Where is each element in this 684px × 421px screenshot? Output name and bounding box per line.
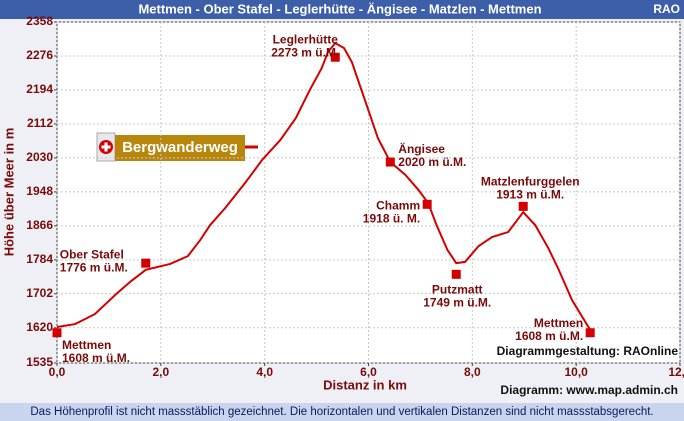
y-axis-label: Höhe über Meer in m: [1, 128, 16, 257]
x-tick-label: 6,0: [360, 365, 377, 379]
y-tick-label: 1948: [26, 184, 53, 198]
waypoint-label: 1608 m ü.M.: [515, 329, 583, 343]
y-tick-label: 2030: [26, 150, 53, 164]
waypoint-label: 1913 m ü.M.: [496, 188, 564, 202]
credit: Diagramm: www.map.admin.ch: [500, 383, 678, 397]
x-tick-label: 4,0: [256, 365, 273, 379]
waypoint-name: Leglerhütte: [273, 32, 339, 46]
waypoint-marker: [385, 157, 395, 167]
waypoint-name: Matzlenfurggelen: [481, 175, 580, 189]
waypoint-marker: [330, 52, 340, 62]
x-tick-label: 2,0: [152, 365, 169, 379]
chart-title: Mettmen - Ober Stafel - Leglerhütte - Än…: [138, 1, 541, 16]
y-tick-label: 2194: [26, 82, 53, 96]
logo: RAO: [653, 2, 680, 16]
waypoint-name: Mettmen: [534, 316, 583, 330]
sign-text: Bergwanderweg: [122, 139, 238, 156]
footer-note: Das Höhenprofil ist nicht massstäblich g…: [30, 406, 653, 418]
x-axis-label: Distanz in km: [323, 377, 407, 392]
y-tick-label: 2276: [26, 48, 53, 62]
waypoint-marker: [585, 328, 595, 338]
sign-board: [115, 135, 245, 161]
waypoint-name: Ober Stafel: [60, 247, 124, 261]
profile-line: [56, 41, 592, 331]
sign: Bergwanderweg: [96, 132, 258, 162]
waypoint-name: Ängisee: [398, 141, 445, 156]
waypoint-marker: [52, 328, 62, 338]
waypoint-marker: [518, 201, 528, 211]
y-tick-label: 2358: [26, 14, 53, 28]
y-tick-label: 1702: [26, 286, 53, 300]
waypoint-label: 2020 m ü.M.: [398, 155, 466, 169]
credit: Diagrammgestaltung: RAOnline: [497, 344, 679, 358]
waypoint-name: Putzmatt: [432, 283, 483, 297]
waypoint-label: 1608 m ü.M.: [62, 351, 130, 365]
x-tick-label: 0,0: [49, 365, 66, 379]
title-bar: [0, 0, 684, 19]
waypoint-label: 1776 m ü.M.: [60, 260, 128, 274]
x-tick-label: 8,0: [464, 365, 481, 379]
waypoint-marker: [451, 269, 461, 279]
waypoint-marker: [422, 199, 432, 209]
footer-bar: [0, 403, 684, 421]
y-tick-label: 1620: [26, 320, 53, 334]
cross: [101, 145, 111, 149]
waypoint-name: Chamm: [376, 198, 420, 212]
waypoint-marker: [141, 258, 151, 268]
waypoint-label: 1918 ü. M.: [363, 211, 420, 225]
x-tick-label: 10,0: [564, 365, 588, 379]
waypoint-label: 2273 m ü.M.: [271, 45, 339, 59]
y-tick-label: 1535: [26, 355, 53, 369]
waypoint-label: 1749 m ü.M.: [423, 296, 491, 310]
y-tick-label: 1784: [26, 252, 53, 266]
y-tick-label: 1866: [26, 218, 53, 232]
x-tick-label: 12,0: [668, 365, 684, 379]
y-tick-label: 2112: [27, 116, 53, 130]
waypoint-name: Mettmen: [62, 338, 111, 352]
